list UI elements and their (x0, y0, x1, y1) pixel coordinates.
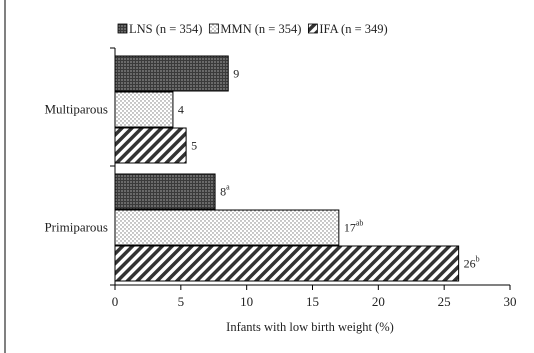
bar (114, 127, 187, 164)
legend-entry: MMN (n = 354) (220, 22, 301, 36)
x-tick-label: 30 (504, 294, 517, 309)
x-tick-label: 0 (112, 294, 119, 309)
bar (114, 91, 174, 128)
axes: 0 5 10 15 20 25 30 (110, 47, 517, 309)
data-label: 9 (233, 67, 239, 81)
data-label-superscript: ab (356, 219, 364, 228)
data-label: 26b (464, 255, 480, 271)
x-tick-label: 10 (240, 294, 253, 309)
data-label: 4 (178, 103, 184, 117)
data-label: 5 (191, 139, 197, 153)
bar (114, 55, 229, 92)
bar (114, 245, 460, 282)
x-tick-label: 15 (306, 294, 319, 309)
legend-swatch (307, 23, 318, 34)
x-tick-label: 25 (438, 294, 451, 309)
data-label-superscript: a (226, 183, 230, 192)
x-tick-label: 20 (372, 294, 385, 309)
legend-entry: IFA (n = 349) (319, 22, 387, 36)
category-label: Primiparous (44, 220, 108, 235)
data-label-superscript: b (476, 255, 480, 264)
data-label: 17ab (344, 219, 364, 235)
legend-entry: LNS (n = 354) (129, 22, 202, 36)
data-label: 8a (220, 183, 230, 199)
legend-swatch (117, 23, 128, 34)
legend: LNS (n = 354) MMN (n = 354) IFA (n = 349) (117, 22, 388, 36)
legend-swatch (208, 23, 219, 34)
category-label: Multiparous (44, 102, 108, 117)
x-axis-label: Infants with low birth weight (%) (226, 320, 394, 334)
bar (114, 173, 216, 210)
bar (114, 209, 340, 246)
bars: Multiparous 9 4 5 Primiparous 8a 17ab 26b (44, 55, 480, 282)
x-tick-label: 5 (178, 294, 185, 309)
